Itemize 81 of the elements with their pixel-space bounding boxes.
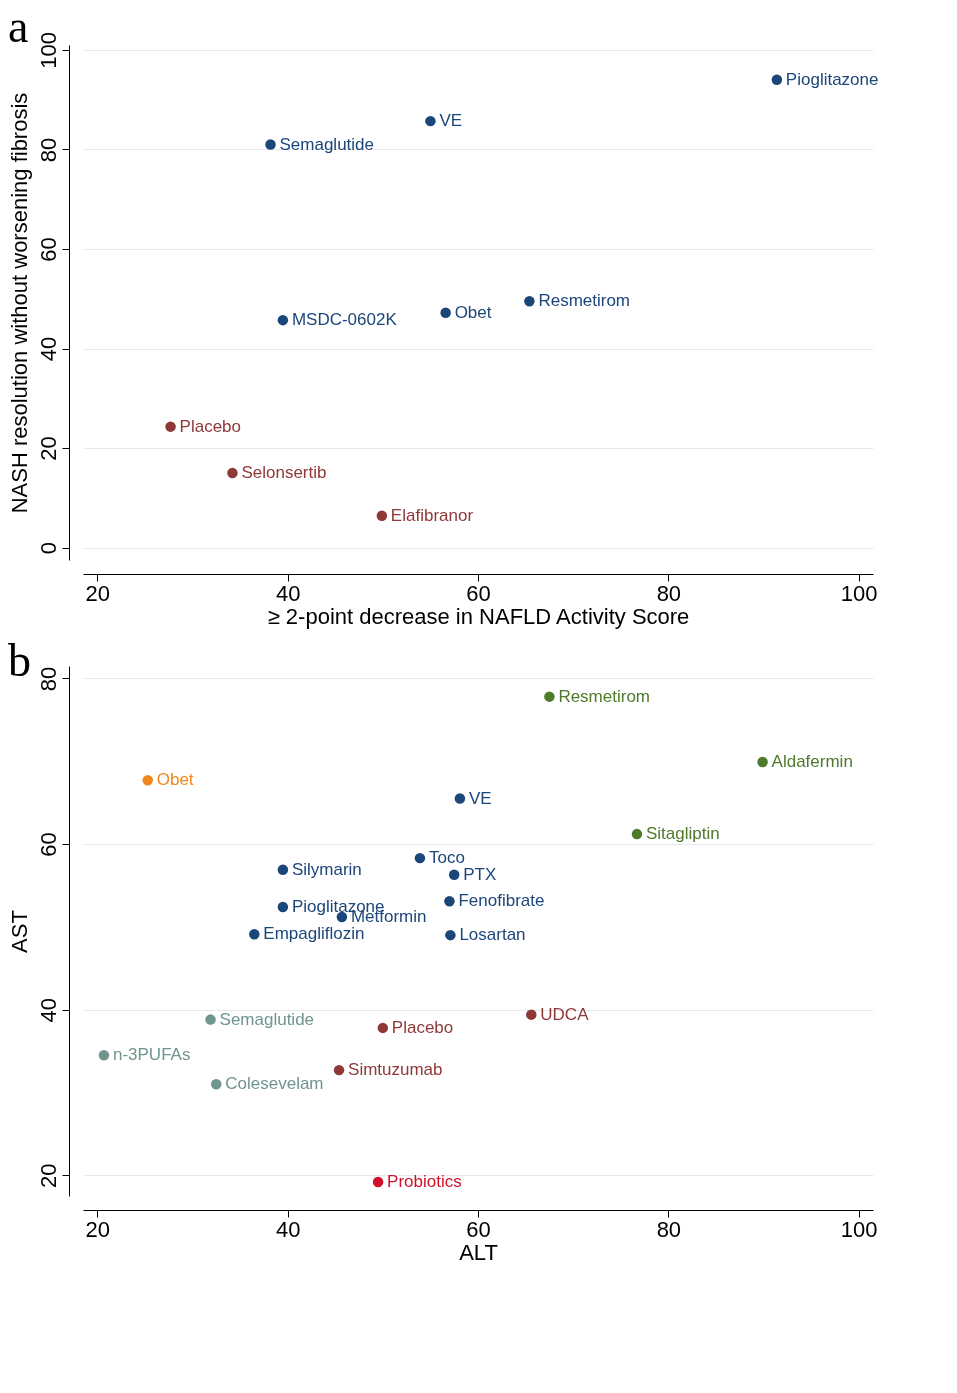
- series-label: Toco: [428, 848, 465, 868]
- x-tick-label: 80: [656, 1216, 682, 1242]
- series-label: Losartan: [459, 925, 526, 945]
- series-label: Sitagliptin: [645, 824, 720, 844]
- point: [277, 901, 289, 913]
- x-tick-label: 20: [85, 580, 111, 606]
- y-axis-title: AST: [6, 910, 32, 953]
- point: [249, 929, 260, 940]
- y-axis-title: NASH resolution without worsening fibrosis: [6, 92, 32, 514]
- series-label: Pioglitazone: [785, 69, 879, 89]
- series-label: VE: [468, 788, 492, 808]
- point: [440, 307, 451, 318]
- series-label: Obet: [454, 302, 492, 322]
- point: [524, 296, 535, 307]
- point: [631, 828, 643, 840]
- point: [98, 1049, 110, 1061]
- y-tick-label: 100: [35, 32, 61, 69]
- x-tick-label: 60: [466, 1216, 491, 1242]
- series-label: Probiotics: [387, 1171, 462, 1191]
- point: [211, 1078, 222, 1090]
- series-label: VE: [439, 111, 463, 131]
- series-label: Semaglutide: [279, 134, 375, 154]
- series-label: Fenofibrate: [458, 891, 545, 911]
- point: [757, 756, 768, 768]
- x-axis-title: ≥ 2-point decrease in NAFLD Activity Score: [267, 603, 690, 629]
- x-tick-label: 60: [466, 580, 491, 606]
- y-tick-label: 80: [35, 666, 61, 692]
- y-tick-label: 20: [35, 436, 61, 461]
- point: [376, 510, 388, 521]
- point: [444, 895, 455, 907]
- series-label: Selonsertib: [241, 462, 327, 482]
- series-label: Placebo: [391, 1017, 454, 1037]
- y-tick-label: 40: [35, 336, 61, 362]
- series-label: n-3PUFAs: [112, 1045, 191, 1065]
- series-label: Silymarin: [291, 859, 362, 879]
- point: [142, 775, 153, 786]
- series-label: Obet: [156, 770, 194, 790]
- series-label: Resmetirom: [558, 686, 651, 706]
- y-tick-label: 60: [35, 832, 61, 857]
- point: [544, 691, 555, 702]
- x-axis-title: ALT: [459, 1239, 498, 1265]
- point: [277, 314, 289, 326]
- point: [448, 869, 460, 880]
- series-label: Semaglutide: [219, 1009, 315, 1029]
- point: [454, 793, 466, 804]
- series-label: PTX: [463, 864, 497, 884]
- point: [377, 1022, 389, 1034]
- series-label: Resmetirom: [538, 291, 631, 311]
- series-label: Aldafermin: [771, 752, 853, 772]
- x-tick-label: 100: [840, 580, 878, 606]
- point: [372, 1176, 384, 1188]
- point: [265, 139, 276, 150]
- y-tick-label: 40: [35, 997, 61, 1023]
- point: [277, 864, 289, 875]
- series-label: Colesevelam: [225, 1074, 324, 1094]
- point: [227, 467, 238, 479]
- series-label: Simtuzumab: [348, 1060, 443, 1080]
- x-tick-label: 40: [275, 580, 301, 606]
- series-label: UDCA: [540, 1004, 590, 1024]
- y-tick-label: 80: [35, 137, 61, 163]
- x-tick-label: 40: [275, 1216, 301, 1242]
- series-label: Empagliflozin: [263, 924, 365, 944]
- point: [526, 1009, 537, 1020]
- series-label: MSDC-0602K: [291, 310, 398, 330]
- chart-title: a: [8, 0, 29, 52]
- point: [165, 421, 176, 432]
- point: [205, 1014, 216, 1025]
- x-tick-label: 20: [85, 1216, 111, 1242]
- point: [445, 929, 456, 941]
- point: [333, 1064, 345, 1076]
- series-label: Placebo: [179, 416, 241, 436]
- point: [771, 74, 783, 86]
- x-tick-label: 100: [840, 1216, 878, 1242]
- x-tick-label: 80: [656, 580, 682, 606]
- point: [414, 852, 426, 864]
- y-tick-label: 60: [35, 237, 61, 262]
- series-label: Elafibranor: [390, 505, 474, 525]
- y-tick-label: 0: [35, 541, 61, 555]
- chart-title: b: [8, 635, 31, 686]
- point: [425, 115, 436, 127]
- y-tick-label: 20: [35, 1163, 61, 1189]
